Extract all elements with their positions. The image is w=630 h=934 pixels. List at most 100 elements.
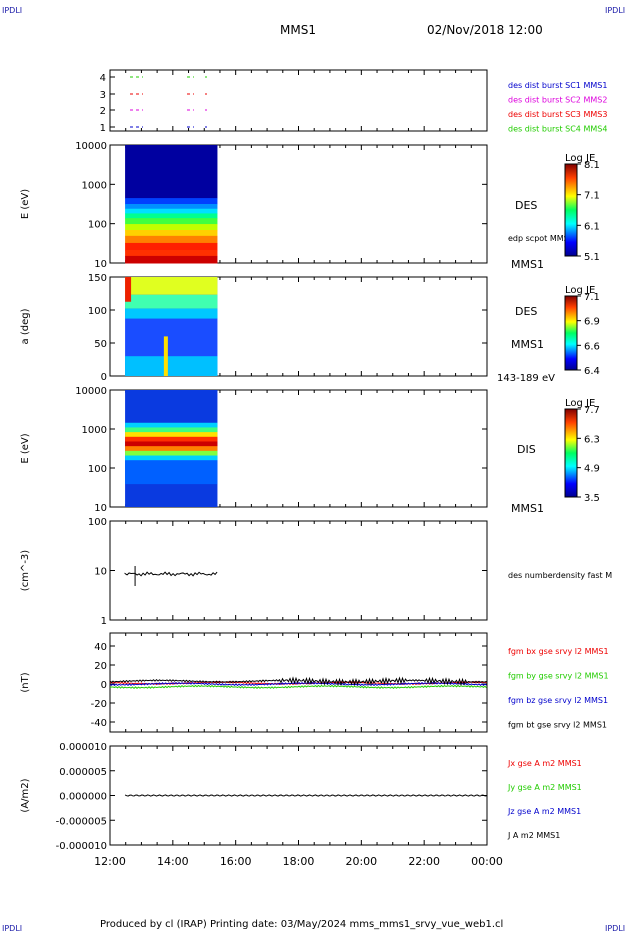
panel-density-frame [109,520,488,621]
page-date: 02/Nov/2018 12:00 [427,23,543,37]
x-tick-label: 12:00 [94,855,126,868]
y-axis-label: E (eV) [20,189,31,219]
legend-entry: fgm bz gse srvy l2 MMS1 [508,696,608,705]
y-tick-label: 10 [94,567,107,578]
page-title: MMS1 [280,23,316,37]
panel-label: 143-189 eV [497,373,555,384]
legend-entry: des dist burst SC4 MMS4 [508,125,607,134]
current-line [124,794,487,797]
corner-label-top-left: IPDLI [2,6,23,15]
colorbar [564,408,578,498]
y-tick-label: 10 [94,259,107,270]
legend-entry: Jx gse A m2 MMS1 [507,759,582,768]
y-tick-label: 10 [94,503,107,514]
panel-label: DIS [517,443,536,456]
spectrogram-band [125,242,218,251]
y-tick-label: 100 [88,464,107,475]
y-tick-label: 1000 [82,180,107,191]
y-tick-label: 4 [100,73,106,84]
x-tick-label: 00:00 [471,855,503,868]
y-axis-label: (A/m2) [20,778,31,812]
y-tick-label: 0 [101,372,107,383]
y-tick-label: -0.000010 [56,841,107,852]
panel-label: DES [515,305,537,318]
spectrogram-band [125,427,218,433]
spectrogram-band [125,255,218,264]
colorbar [564,295,578,371]
spectrogram-band [125,198,218,205]
y-axis-label: a (deg) [20,308,31,344]
y-tick-label: 3 [100,90,106,101]
spectrogram-band [125,356,218,376]
legend-entry: des numberdensity fast M [508,571,612,580]
colorbar-tick-label: 4.9 [584,464,600,475]
panel-label: MMS1 [511,338,544,351]
legend-entry: Jz gse A m2 MMS1 [507,807,581,816]
colorbar-tick-label: 6.3 [584,434,600,445]
y-tick-label: 0.000010 [59,742,107,753]
colorbar-tick-label: 8.1 [584,160,600,171]
spectrogram-band [125,208,218,214]
corner-label-top-right: IPDLI [605,6,626,15]
y-tick-label: 0.000000 [59,792,107,803]
y-tick-label: -20 [91,699,107,710]
y-tick-label: 1000 [82,425,107,436]
colorbar-title: Log JE [565,153,595,164]
colorbar-tick-label: 6.4 [584,366,600,377]
bfield-series-line [109,676,487,687]
y-tick-label: 10000 [75,141,107,152]
y-axis-label: (cm^-3) [20,550,31,591]
x-tick-label: 22:00 [408,855,440,868]
y-tick-label: 100 [88,306,107,317]
colorbar-title: Log JE [565,398,595,409]
x-tick-label: 18:00 [283,855,315,868]
spectrogram-band [125,224,218,231]
y-tick-label: 0.000005 [59,767,107,778]
y-tick-label: -40 [91,718,107,729]
colorbar-tick-label: 6.1 [584,221,600,232]
spectrogram-band [125,250,218,257]
colorbar-tick-label: 6.6 [584,341,600,352]
legend-entry: Jy gse A m2 MMS1 [507,783,582,792]
spectrogram-band [125,436,218,442]
y-tick-label: 1 [100,123,106,134]
y-tick-label: 50 [94,339,107,350]
colorbar-tick-label: 6.9 [584,317,600,328]
legend-entry: fgm bx gse srvy l2 MMS1 [508,647,609,656]
legend-entry: des dist burst SC3 MMS3 [508,110,607,119]
panel-label: edp scpot MMS1 [508,234,574,243]
y-tick-label: 150 [88,273,107,284]
y-tick-label: 20 [94,661,107,672]
legend-entry: fgm by gse srvy l2 MMS1 [508,672,609,681]
spectrogram-band [125,229,218,237]
y-axis-label: E (eV) [20,433,31,463]
spectrogram-band [125,450,218,457]
spectrogram-band [125,460,218,485]
corner-label-bottom-right: IPDLI [605,924,626,933]
footer-credits: Produced by cl (IRAP) Printing date: 03/… [100,919,504,930]
spectrogram-band [125,308,218,319]
legend-entry: fgm bt gse srvy l2 MMS1 [508,721,607,730]
y-tick-label: 40 [94,642,107,653]
spectrogram-spot [125,277,132,302]
y-tick-label: 100 [88,220,107,231]
density-line [124,571,218,577]
y-tick-label: 1 [101,616,107,627]
colorbar-tick-label: 3.5 [584,493,600,504]
spectrogram-band [125,446,218,452]
bfield-series-line [109,681,487,687]
spectrogram-band [125,294,218,309]
panel-label: MMS1 [511,258,544,271]
spectrogram-band [125,218,218,225]
panel-burst-frame [109,69,488,132]
corner-label-bottom-left: IPDLI [2,924,23,933]
x-tick-label: 16:00 [220,855,252,868]
spectrogram-band [125,213,218,219]
colorbar-tick-label: 7.1 [584,191,600,202]
spectrogram-band [125,441,218,447]
spectrogram-band [125,277,218,295]
bfield-series-line [109,684,487,689]
x-tick-label: 20:00 [345,855,377,868]
y-axis-label: (nT) [20,672,31,692]
